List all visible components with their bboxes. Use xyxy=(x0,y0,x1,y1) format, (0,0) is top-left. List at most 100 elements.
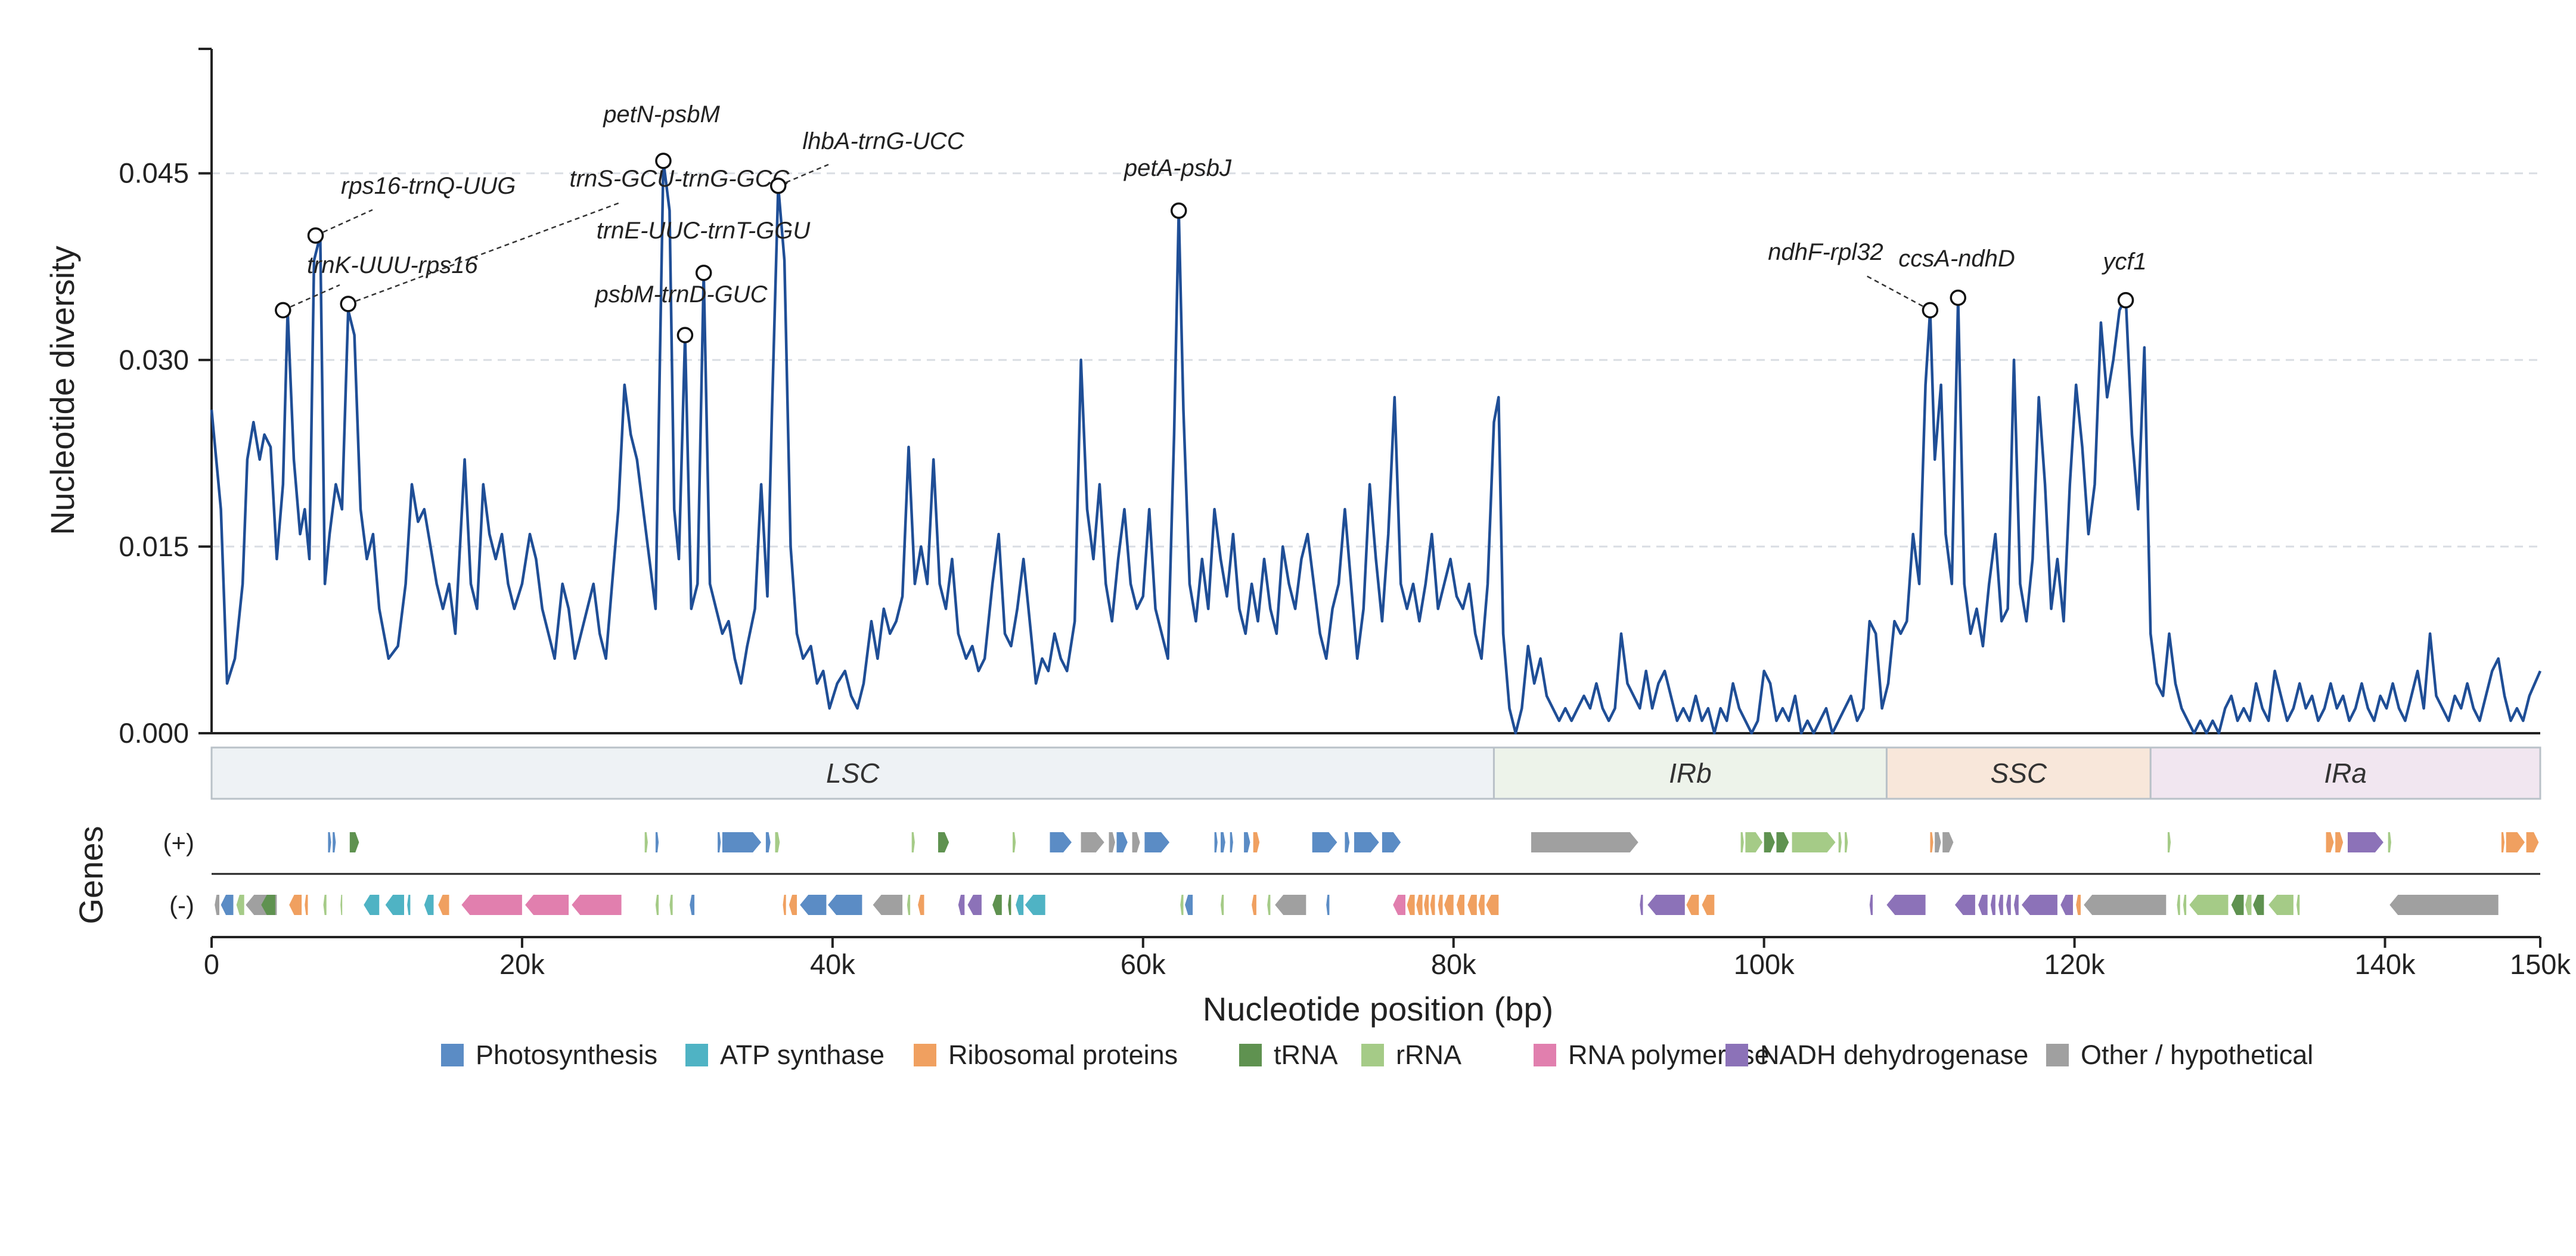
legend-label-4: rRNA xyxy=(1396,1040,1461,1070)
gene-minus-60 xyxy=(1998,895,2003,915)
gene-plus-16 xyxy=(1132,832,1140,852)
strand-minus-label: (-) xyxy=(169,891,194,919)
grid-lines xyxy=(212,172,2540,548)
gene-minus-28 xyxy=(967,895,982,915)
gene-plus-15 xyxy=(1116,832,1128,852)
legend-swatch-3 xyxy=(1239,1044,1262,1066)
y-tick-label-3: 0.045 xyxy=(119,157,189,189)
gene-minus-31 xyxy=(1016,895,1024,915)
gene-minus-18 xyxy=(669,895,673,915)
peak-label-1: trnK-UUU-rps16 xyxy=(307,252,478,278)
gene-minus-15 xyxy=(525,895,569,915)
gene-minus-21 xyxy=(789,895,797,915)
axes: 0.000 0.015 0.030 0.045 xyxy=(119,48,2540,749)
gene-minus-75 xyxy=(2389,895,2499,915)
gene-minus-70 xyxy=(2231,895,2244,915)
gene-plus-33 xyxy=(1838,832,1842,852)
gene-minus-8 xyxy=(340,895,343,915)
gene-minus-25 xyxy=(907,895,911,915)
gene-plus-39 xyxy=(2326,832,2334,852)
gene-minus-37 xyxy=(1267,895,1271,915)
gene-minus-5 xyxy=(289,895,302,915)
gene-minus-13 xyxy=(438,895,449,915)
gene-plus-18 xyxy=(1214,832,1218,852)
gene-plus-43 xyxy=(2501,832,2505,852)
gene-plus-26 xyxy=(1382,832,1401,852)
gene-minus-7 xyxy=(323,895,327,915)
y-tick-label-2: 0.030 xyxy=(119,344,189,376)
peak-marker-5 xyxy=(676,327,694,343)
gene-minus-49 xyxy=(1478,895,1485,915)
gene-plus-45 xyxy=(2526,832,2539,852)
legend-swatch-5 xyxy=(1534,1044,1556,1066)
gene-minus-63 xyxy=(2022,895,2057,915)
gene-plus-35 xyxy=(1930,832,1933,852)
gene-minus-71 xyxy=(2245,895,2252,915)
legend-label-2: Ribosomal proteins xyxy=(948,1040,1178,1070)
peak-label-0: rps16-trnQ-UUG xyxy=(341,173,516,199)
gene-plus-17 xyxy=(1144,832,1170,852)
gene-minus-48 xyxy=(1467,895,1477,915)
peak-marker-3 xyxy=(340,296,356,312)
gene-plus-37 xyxy=(1942,832,1954,852)
gene-plus-30 xyxy=(1764,832,1775,852)
gene-minus-14 xyxy=(461,895,522,915)
gene-minus-62 xyxy=(2014,895,2019,915)
peak-label-10: ycf1 xyxy=(2101,249,2146,275)
gene-plus-24 xyxy=(1345,832,1350,852)
gene-plus-0 xyxy=(328,832,331,852)
gene-plus-27 xyxy=(1531,832,1638,852)
gene-minus-41 xyxy=(1407,895,1415,915)
gene-minus-30 xyxy=(1008,895,1011,915)
gene-minus-69 xyxy=(2189,895,2229,915)
gene-plus-6 xyxy=(722,832,762,852)
gene-minus-51 xyxy=(1640,895,1643,915)
genes-track-label: Genes xyxy=(72,826,110,925)
peak-marker-2 xyxy=(655,153,672,169)
region-label-lsc: LSC xyxy=(826,758,880,789)
gene-plus-9 xyxy=(911,832,915,852)
peak-marker-9 xyxy=(1950,289,1966,306)
gene-minus-44 xyxy=(1430,895,1435,915)
gene-minus-2 xyxy=(236,895,244,915)
gene-minus-53 xyxy=(1686,895,1699,915)
gene-minus-16 xyxy=(572,895,622,915)
legend-swatch-4 xyxy=(1361,1044,1384,1066)
gene-plus-41 xyxy=(2348,832,2383,852)
gene-minus-36 xyxy=(1252,895,1256,915)
gene-minus-4 xyxy=(261,895,275,915)
gene-minus-10 xyxy=(385,895,404,915)
gene-minus-24 xyxy=(873,895,903,915)
peak-marker-8 xyxy=(1922,302,1939,319)
peak-leader-0 xyxy=(315,209,373,237)
y-axis-label: Nucleotide diversity xyxy=(44,246,81,535)
diversity-series-line xyxy=(210,159,2542,735)
y-tick-label-1: 0.015 xyxy=(119,531,189,562)
legend-label-7: Other / hypothetical xyxy=(2081,1040,2313,1070)
peak-label-4: trnE-UUC-trnT-GGU xyxy=(597,218,811,244)
strand-plus-label: (+) xyxy=(163,829,195,857)
region-label-ssc: SSC xyxy=(1991,758,2047,789)
legend: Photosynthesis ATP synthase Ribosomal prot… xyxy=(441,1040,2313,1070)
gene-minus-29 xyxy=(992,895,1002,915)
gene-plus-44 xyxy=(2506,832,2525,852)
legend-label-6: NADH dehydrogenase xyxy=(1760,1040,2028,1070)
region-box-irb xyxy=(1492,746,1888,800)
gene-minus-61 xyxy=(2006,895,2011,915)
gene-plus-38 xyxy=(2167,832,2171,852)
gene-minus-58 xyxy=(1978,895,1988,915)
gene-plus-7 xyxy=(765,832,771,852)
region-label-irb: IRb xyxy=(1669,758,1712,789)
peak-leader-1 xyxy=(283,284,340,311)
gene-minus-59 xyxy=(1990,895,1995,915)
gene-plus-32 xyxy=(1792,832,1836,852)
gene-plus-10 xyxy=(938,832,949,852)
gene-minus-40 xyxy=(1393,895,1405,915)
peak-leader-8 xyxy=(1865,274,1931,311)
gene-plus-36 xyxy=(1935,832,1941,852)
gene-minus-17 xyxy=(655,895,659,915)
gene-minus-19 xyxy=(690,895,695,915)
peak-marker-0 xyxy=(307,227,324,244)
x-tick-label-7: 140k xyxy=(2355,948,2416,980)
